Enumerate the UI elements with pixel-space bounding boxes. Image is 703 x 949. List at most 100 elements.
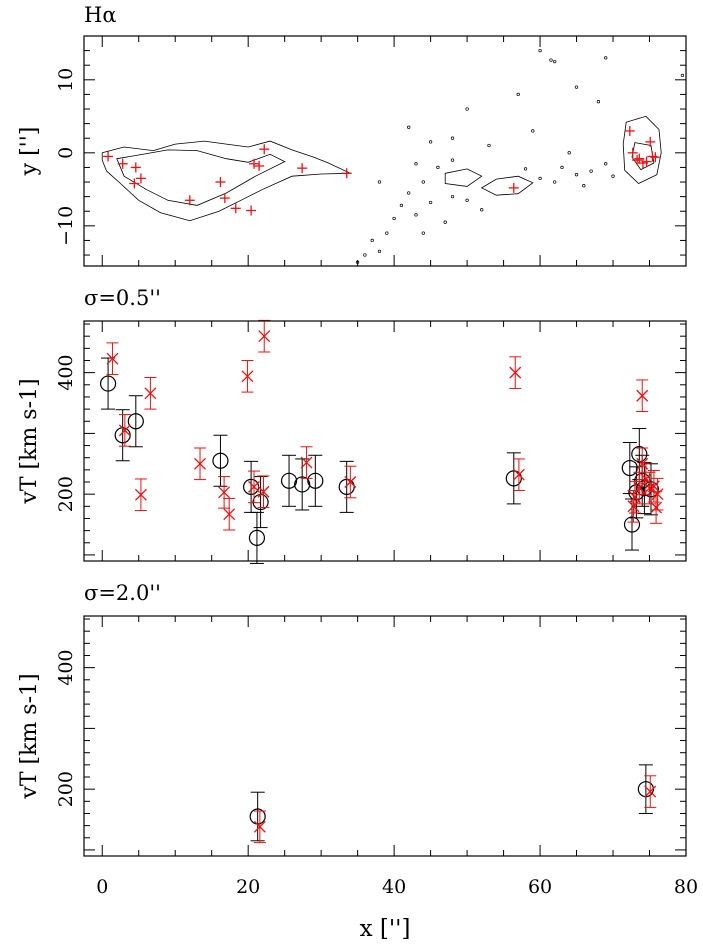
plus-marker [130,162,141,173]
contour-speck [450,158,455,162]
panel-halpha: Hα −10 0 10 y [''] [17,3,687,267]
circle-marker [248,511,266,564]
panel-title-halpha: Hα [84,3,117,27]
plus-marker [641,156,652,167]
panel-title-sigma-0.5: σ=0.5'' [84,286,161,310]
circle-marker [637,764,654,814]
plus-marker [184,195,195,206]
cross-marker [628,480,641,514]
ylabel-sigma-2.0: vT [km s-1] [17,673,42,799]
cross-marker [223,497,236,531]
contour-blob [622,115,662,184]
contour-speck [392,216,396,221]
circle-marker [505,452,522,505]
x-tick-label: 40 [382,876,406,898]
contour-inner [116,149,286,206]
contour-speck [377,180,382,184]
contour-speck [414,162,418,166]
contour-speck [589,169,593,173]
ylabel-sigma-0.5: vT [km s-1] [17,378,42,504]
plus-marker [259,144,270,155]
panel-title-sigma-2.0: σ=2.0'' [84,581,161,605]
contour-speck [443,220,447,224]
contour-speck [538,176,542,181]
contour-speck [538,48,542,53]
plus-marker [249,158,260,169]
cross-marker [106,342,119,375]
contour-speck [421,180,425,184]
x-tick-label: 20 [236,876,260,898]
plus-marker [624,125,635,136]
contour-speck [428,140,433,144]
contour-speck [377,249,382,254]
y-tick-label: 200 [55,476,77,512]
plus-marker [129,178,140,189]
panel-sigma-2.0: σ=2.0'' 200 400 vT [km s-1] [17,581,687,857]
contour-speck [596,100,601,104]
plus-marker [246,205,257,216]
cross-marker [144,377,157,410]
plus-marker [230,203,241,214]
plus-marker [219,193,230,204]
contour-speck [465,198,469,202]
plus-marker [645,136,656,147]
cross-marker [257,475,270,509]
contour-speck [363,253,367,257]
contour-speck [604,56,608,60]
cross-marker [248,470,261,504]
contour-speck [574,85,579,89]
contour-speck [465,107,469,111]
plus-marker [215,177,226,188]
contour-speck [480,208,484,212]
plus-marker [297,163,308,174]
contour-speck [611,174,615,178]
contour-speck [407,191,411,195]
circle-marker [252,476,269,529]
cross-marker [253,810,266,844]
cross-marker [651,477,664,511]
cross-marker [509,356,522,389]
contour-speck [414,213,418,217]
contour-knot [444,168,483,187]
circle-marker [127,395,144,448]
cross-marker [134,478,147,512]
y-tick-label: 0 [55,147,77,159]
plus-marker [632,155,643,166]
x-tick-label: 80 [674,876,698,898]
cross-marker [300,446,313,479]
plus-marker [341,168,352,179]
contour-speck [487,143,491,148]
data-markers-sigma-2.0 [249,764,657,844]
contour-speck [385,231,389,235]
contour-speck [399,203,404,208]
cross-marker [118,414,131,447]
contour-speck [680,73,685,78]
contour-speck [567,151,571,155]
contour-speck [553,180,557,184]
plus-marker [627,147,638,158]
cross-marker [644,775,657,808]
contour-speck [582,184,586,188]
cross-marker [344,465,357,499]
contour-speck [436,165,440,170]
contour-speck [523,167,528,171]
x-tick-label: 0 [96,876,108,898]
cross-marker [241,359,254,393]
data-markers-halpha [103,125,661,216]
cross-marker [650,491,663,524]
y-tick-label: 400 [55,650,77,686]
circle-marker [99,357,117,410]
contour-speck [450,194,455,199]
y-tick-labels-sigma-2.0: 200 400 [55,650,77,808]
tick-marks-sigma-0.5 [84,321,687,561]
circle-marker [280,454,298,507]
contour-speck [560,165,564,170]
plus-marker [117,158,128,169]
tick-marks-halpha [84,35,687,266]
circle-marker [338,460,355,513]
halpha-contours [101,48,685,264]
y-tick-labels-sigma-0.5: 200 400 [55,355,77,513]
contour-speck [574,173,579,177]
contour-speck [407,125,411,129]
y-tick-label: 10 [55,68,77,92]
